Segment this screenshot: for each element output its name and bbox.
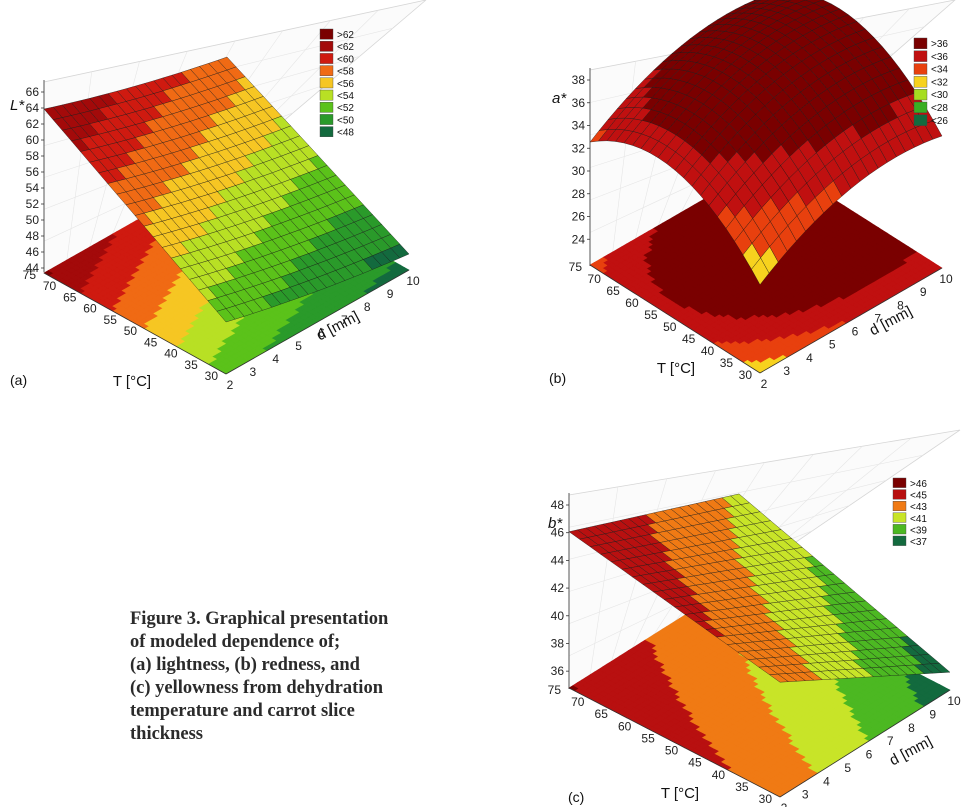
chart-group: 3638404244464830354045505560657075234567… [548,429,961,807]
chart-group: 4446485052545658606264663035404550556065… [10,0,427,392]
